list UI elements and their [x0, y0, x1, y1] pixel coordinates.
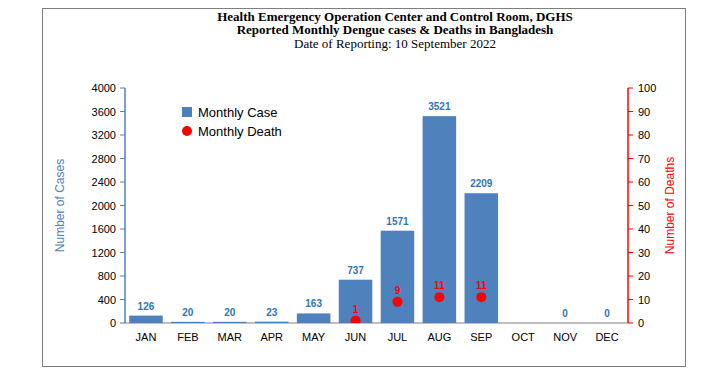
bar — [297, 313, 331, 323]
y-tick — [120, 205, 125, 206]
death-point — [351, 316, 361, 323]
bar-label: 1571 — [386, 216, 409, 227]
bar — [213, 322, 247, 323]
legend-label: Monthly Case — [198, 105, 277, 120]
y2-tick-label: 50 — [638, 200, 650, 212]
x-tick-label: DEC — [595, 331, 618, 343]
y-tick — [120, 299, 125, 300]
x-axis-line — [125, 323, 628, 324]
y-tick-label: 3200 — [92, 129, 116, 141]
y2-tick-label: 30 — [638, 247, 650, 259]
y-tick-label: 800 — [98, 270, 116, 282]
y-tick — [120, 111, 125, 112]
x-tick-label: OCT — [512, 331, 536, 343]
bar-label: 20 — [224, 307, 236, 318]
y-tick — [120, 158, 125, 159]
y-tick — [120, 182, 125, 183]
y2-tick — [628, 205, 633, 206]
marks — [129, 116, 498, 323]
annotation: Date of Reporting: 10 September 2022 — [294, 36, 496, 51]
y2-tick-label: 70 — [638, 153, 650, 165]
y2-tick — [628, 182, 633, 183]
bar-label: 737 — [347, 265, 364, 276]
x-tick-label: APR — [260, 331, 283, 343]
y2-tick — [628, 276, 633, 277]
y-tick-label: 2000 — [92, 200, 116, 212]
y2-tick — [628, 111, 633, 112]
bar — [423, 116, 457, 323]
x-tick-label: JAN — [136, 331, 157, 343]
bar-label: 126 — [138, 301, 155, 312]
legend-label: Monthly Death — [198, 124, 282, 139]
bar — [381, 231, 415, 323]
bar-label: 3521 — [428, 101, 451, 112]
death-point — [392, 297, 402, 307]
y2-tick — [628, 135, 633, 136]
x-tick-label: MAR — [218, 331, 243, 343]
chart-svg: Health Emergency Operation Center and Co… — [0, 0, 725, 380]
bar — [465, 193, 499, 323]
y2-tick — [628, 229, 633, 230]
y2-tick — [628, 299, 633, 300]
bar-label: 2209 — [470, 178, 493, 189]
y2-tick-label: 10 — [638, 294, 650, 306]
x-tick-label: MAY — [302, 331, 326, 343]
bar — [255, 322, 289, 323]
chart-frame — [43, 9, 686, 367]
y-tick-label: 1200 — [92, 247, 116, 259]
x-tick-label: AUG — [427, 331, 451, 343]
y-tick — [120, 135, 125, 136]
x-tick-label: JUN — [345, 331, 366, 343]
bar — [548, 323, 582, 324]
y2-tick-label: 90 — [638, 106, 650, 118]
y-tick — [120, 88, 125, 89]
x-tick-label: FEB — [177, 331, 198, 343]
y-tick — [120, 252, 125, 253]
y-tick-label: 4000 — [92, 82, 116, 94]
y2-tick-label: 100 — [638, 82, 656, 94]
bar-label: 0 — [562, 308, 568, 319]
y2-tick — [628, 88, 633, 89]
x-tick-label: SEP — [470, 331, 492, 343]
y2-tick-label: 0 — [638, 317, 644, 329]
bar-label: 0 — [604, 308, 610, 319]
bar-label: 23 — [266, 307, 278, 318]
y-tick-label: 400 — [98, 294, 116, 306]
bar-label: 163 — [305, 298, 322, 309]
data-labels: 126 20 20 23 163 737 1571 3521 2209 0 0 1 9 11 11 — [138, 101, 611, 319]
legend-swatch — [182, 107, 192, 117]
legend: Monthly Case Monthly Death — [182, 105, 282, 139]
bar — [129, 316, 163, 323]
y-axis-title: Number of Cases — [53, 159, 67, 252]
y2-tick — [628, 252, 633, 253]
y2-tick-label: 80 — [638, 129, 650, 141]
bar-label: 20 — [182, 307, 194, 318]
point-label: 1 — [353, 304, 359, 315]
legend-swatch — [182, 126, 192, 136]
y2-tick-label: 60 — [638, 176, 650, 188]
y2-tick-label: 40 — [638, 223, 650, 235]
y-tick — [120, 276, 125, 277]
death-point — [476, 292, 486, 302]
y-tick-label: 1600 — [92, 223, 116, 235]
y-tick — [120, 229, 125, 230]
point-label: 11 — [434, 280, 445, 291]
y2-axis-title: Number of Deaths — [663, 157, 677, 254]
bar — [171, 322, 205, 323]
x-tick-label: JUL — [388, 331, 408, 343]
x-tick-label: NOV — [553, 331, 578, 343]
y2-tick — [628, 158, 633, 159]
death-point — [434, 292, 444, 302]
y-tick — [120, 323, 125, 324]
y2-tick-label: 20 — [638, 270, 650, 282]
subtitle: Reported Monthly Dengue cases & Deaths i… — [237, 22, 554, 37]
point-label: 11 — [476, 280, 487, 291]
point-label: 9 — [395, 285, 401, 296]
y-tick-label: 3600 — [92, 106, 116, 118]
y-tick-label: 2400 — [92, 176, 116, 188]
y2-tick — [628, 323, 633, 324]
bar — [590, 323, 624, 324]
y-tick-label: 0 — [110, 317, 116, 329]
y-tick-label: 2800 — [92, 153, 116, 165]
